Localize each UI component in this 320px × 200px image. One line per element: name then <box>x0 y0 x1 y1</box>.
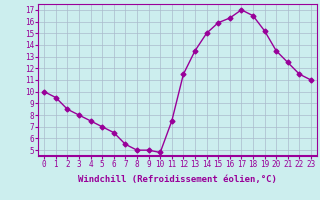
X-axis label: Windchill (Refroidissement éolien,°C): Windchill (Refroidissement éolien,°C) <box>78 175 277 184</box>
